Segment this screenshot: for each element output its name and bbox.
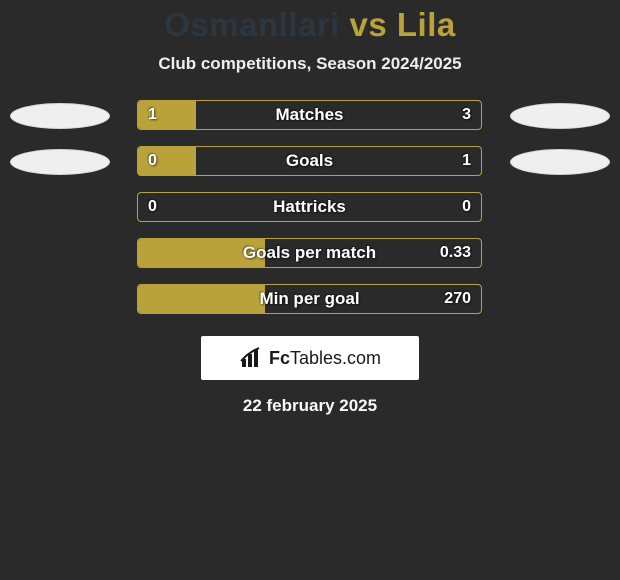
brand-primary: Fc (269, 348, 290, 368)
stat-bar: Hattricks0 0 (137, 192, 482, 222)
team-badge-left (10, 103, 110, 129)
stat-value-right: 270 (444, 285, 471, 313)
date-label: 22 february 2025 (0, 396, 620, 416)
stat-value-left: 0 (148, 193, 157, 221)
team-badge-right (510, 103, 610, 129)
stat-row: Matches13 (0, 100, 620, 146)
stat-row: Goals01 (0, 146, 620, 192)
stat-bar: Goals per match0.33 (137, 238, 482, 268)
bar-left-fill (138, 285, 265, 313)
stat-value-right: 0.33 (440, 239, 471, 267)
stat-value-right: 0 (462, 193, 471, 221)
title-vs: vs (340, 6, 397, 43)
brand-text: FcTables.com (269, 348, 381, 369)
stat-bar: Matches13 (137, 100, 482, 130)
stat-row: Hattricks0 0 (0, 192, 620, 238)
comparison-card: Osmanllari vs Lila Club competitions, Se… (0, 0, 620, 580)
brand-suffix: .com (342, 348, 381, 368)
stat-row: Goals per match0.33 (0, 238, 620, 284)
brand-secondary: Tables (290, 348, 342, 368)
stat-bar: Goals01 (137, 146, 482, 176)
team-badge-right (510, 149, 610, 175)
stat-bar: Min per goal270 (137, 284, 482, 314)
bar-left-fill (138, 239, 265, 267)
title-player-right: Lila (397, 6, 456, 43)
bar-left-fill (138, 101, 196, 129)
brand-logo[interactable]: FcTables.com (201, 336, 419, 380)
page-title: Osmanllari vs Lila (0, 6, 620, 44)
chart-icon (239, 347, 263, 369)
bar-left-fill (138, 147, 196, 175)
title-player-left: Osmanllari (164, 6, 340, 43)
stat-row: Min per goal270 (0, 284, 620, 330)
stat-rows: Matches13 Goals01 Hattricks0 0 Goals per mat… (0, 100, 620, 330)
team-badge-left (10, 149, 110, 175)
stat-value-right: 3 (462, 101, 471, 129)
stat-label: Hattricks (138, 193, 481, 221)
stat-value-right: 1 (462, 147, 471, 175)
subtitle: Club competitions, Season 2024/2025 (0, 54, 620, 74)
